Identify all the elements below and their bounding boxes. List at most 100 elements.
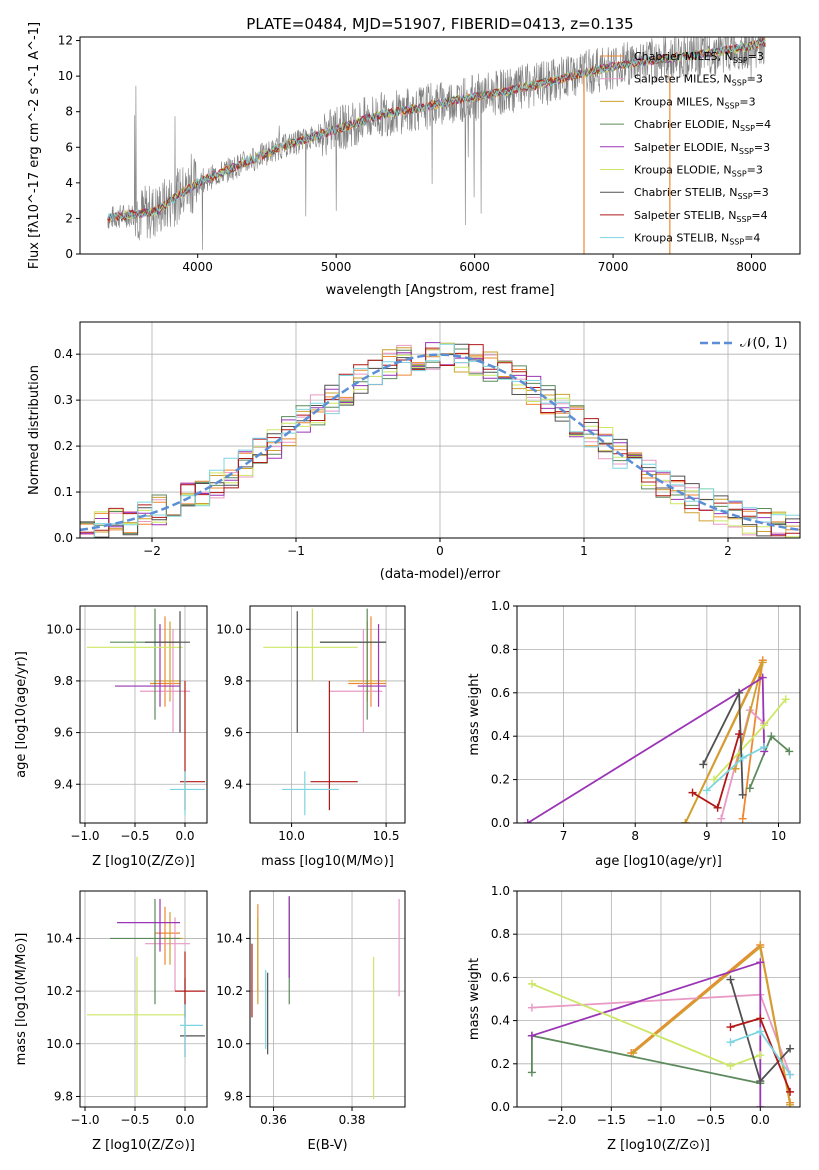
- x-tick-label: −1.0: [646, 1113, 675, 1127]
- y-tick-label: 9.8: [54, 674, 73, 688]
- figure-title: PLATE=0484, MJD=51907, FIBERID=0413, z=0…: [246, 15, 633, 33]
- weight-marker: [710, 775, 719, 784]
- panels: 4000 5000 6000 7000 8000024681012wavelength …: [14, 22, 801, 1153]
- y-tick-label: 0.0: [491, 816, 510, 830]
- x-axis-label: age [log10(age/yr)]: [595, 854, 722, 869]
- axes-frame: [516, 890, 801, 1108]
- legend-entry: Salpeter MILES, NSSP=3: [634, 73, 763, 88]
- x-tick-label: 4000: [182, 260, 213, 274]
- y-tick-label: 1.0: [491, 599, 510, 613]
- axes-frame: [79, 890, 208, 1108]
- weight-marker: [756, 1103, 765, 1107]
- weight-marker: [527, 1003, 536, 1012]
- weight-line: [748, 734, 790, 789]
- legend: Chabrier MILES, NSSP=3 Salpeter MILES, NS…: [600, 50, 771, 247]
- x-tick-label: −2: [143, 544, 161, 558]
- weight-marker: [756, 943, 765, 952]
- weight-marker: [758, 658, 767, 667]
- plot-area: [107, 37, 766, 254]
- x-tick-label: 0.0: [175, 829, 194, 843]
- weight-marker: [767, 732, 776, 741]
- y-tick-label: 10.0: [46, 622, 73, 636]
- weight-marker: [523, 819, 532, 823]
- x-tick-label: 0.0: [175, 1113, 194, 1127]
- x-tick-label: 1: [580, 544, 588, 558]
- plot-area: [250, 606, 405, 823]
- weight-marker: [738, 790, 747, 799]
- panel-8: −2.0 −1.5 −1.0 −0.5 0.0 0.0 0.2 0.4 0.6 0.8 1.0 Z […: [467, 884, 801, 1153]
- y-tick-label: 1.0: [491, 884, 510, 898]
- weight-line: [531, 961, 762, 1107]
- legend-entry: Kroupa STELIB, NSSP=4: [634, 232, 760, 247]
- y-tick-label: 9.8: [224, 674, 243, 688]
- x-axis-label: Z [log10(Z/Z⊙)]: [92, 1138, 195, 1153]
- weight-marker: [527, 979, 536, 988]
- y-tick-label: 12: [58, 34, 73, 48]
- axes-frame: [79, 36, 801, 255]
- model-spectrum-line: [107, 39, 766, 222]
- x-tick-label: 0.36: [260, 1113, 287, 1127]
- plot-area: [80, 322, 800, 538]
- legend-entry: Kroupa MILES, NSSP=3: [634, 95, 756, 110]
- y-tick-label: 0.4: [491, 1014, 510, 1028]
- y-axis-label: mass weight: [467, 673, 482, 755]
- weight-marker: [760, 721, 769, 730]
- weight-marker: [527, 1031, 536, 1040]
- weight-marker: [527, 1068, 536, 1077]
- x-tick-label: 0: [436, 544, 444, 558]
- axes-frame: [249, 605, 406, 824]
- x-tick-label: 8000: [736, 260, 767, 274]
- x-tick-label: 7000: [598, 260, 629, 274]
- y-tick-label: 0.4: [54, 347, 73, 361]
- x-axis-label: E(B-V): [307, 1138, 347, 1153]
- x-axis-label: Z [log10(Z/Z⊙)]: [92, 854, 195, 869]
- panel-6: −1.0 −0.5 0.0 9.8 10.0 10.2 10.4 Z [log10(Z/Z⊙)…: [14, 890, 208, 1153]
- weight-marker: [756, 1014, 765, 1023]
- legend-entry: Kroupa ELODIE, NSSP=3: [634, 164, 763, 179]
- panel-7: 0.36 0.38 9.8 10.0 10.2 10.4 E(B-V): [216, 890, 406, 1153]
- panel-4: 10.0 10.5 9.4 9.6 9.8 10.0 mass [log10(M/M⊙)]: [216, 605, 406, 869]
- weight-marker: [726, 975, 735, 984]
- legend-entry: Salpeter STELIB, NSSP=4: [634, 209, 768, 224]
- y-tick-label: 10.4: [216, 931, 243, 945]
- weight-marker: [786, 1100, 795, 1107]
- plot-area: [517, 606, 800, 823]
- plot-area: [80, 606, 207, 823]
- weight-marker: [735, 730, 744, 739]
- legend-entry: Chabrier ELODIE, NSSP=4: [634, 118, 771, 133]
- weight-marker: [756, 958, 765, 967]
- weight-marker: [785, 747, 794, 756]
- y-tick-label: 2: [65, 211, 73, 225]
- weight-marker: [756, 1077, 765, 1086]
- x-tick-label: 8: [631, 829, 639, 843]
- x-tick-label: −1.0: [70, 1113, 99, 1127]
- weight-marker: [786, 1044, 795, 1053]
- axes-frame: [79, 321, 801, 539]
- x-axis-label: mass [log10(M/M⊙)]: [261, 854, 394, 869]
- weight-line: [632, 945, 791, 1105]
- weight-marker: [756, 1027, 765, 1036]
- y-tick-label: 0.3: [54, 393, 73, 407]
- weight-marker: [745, 784, 754, 793]
- weight-marker: [786, 1087, 795, 1096]
- x-tick-label: 10.5: [373, 829, 400, 843]
- y-tick-label: 10.2: [216, 984, 243, 998]
- panel-2: −2 −1 0 1 2 0.0 0.1 0.2 0.3 0.4 (data-model)/error…: [27, 321, 801, 582]
- weight-marker: [681, 819, 690, 823]
- x-tick-label: 5000: [321, 260, 352, 274]
- weight-marker: [738, 753, 747, 762]
- x-tick-label: −2.0: [547, 1113, 576, 1127]
- y-tick-label: 8: [65, 105, 73, 119]
- panel-1: 4000 5000 6000 7000 8000 0 2 4 6 8 10 12 wavelength …: [27, 22, 801, 298]
- weight-marker: [726, 1038, 735, 1047]
- y-tick-label: 0.2: [491, 1057, 510, 1071]
- panel-3: −1.0 −0.5 0.0 9.4 9.6 9.8 10.0 Z [log10(Z/Z⊙)] a…: [14, 605, 208, 869]
- weight-marker: [786, 1070, 795, 1079]
- y-tick-label: 10.2: [46, 984, 73, 998]
- y-tick-label: 9.6: [54, 726, 73, 740]
- residual-histogram: [80, 343, 800, 538]
- x-axis-label: Z [log10(Z/Z⊙)]: [607, 1138, 710, 1153]
- weight-marker: [731, 764, 740, 773]
- y-axis-label: age [log10(age/yr)]: [14, 651, 29, 778]
